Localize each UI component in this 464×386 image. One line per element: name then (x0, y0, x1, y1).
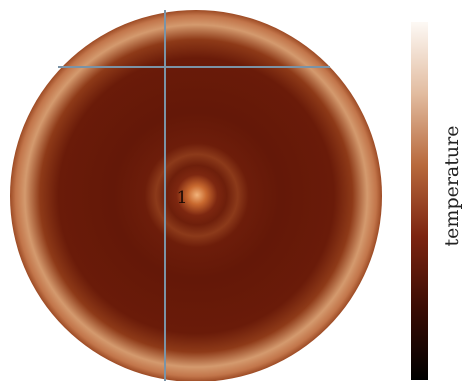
temperature-disk (10, 10, 382, 382)
marker-label: 1 (177, 188, 188, 208)
colorbar (411, 22, 428, 380)
colorbar-label: temperature (441, 126, 463, 247)
